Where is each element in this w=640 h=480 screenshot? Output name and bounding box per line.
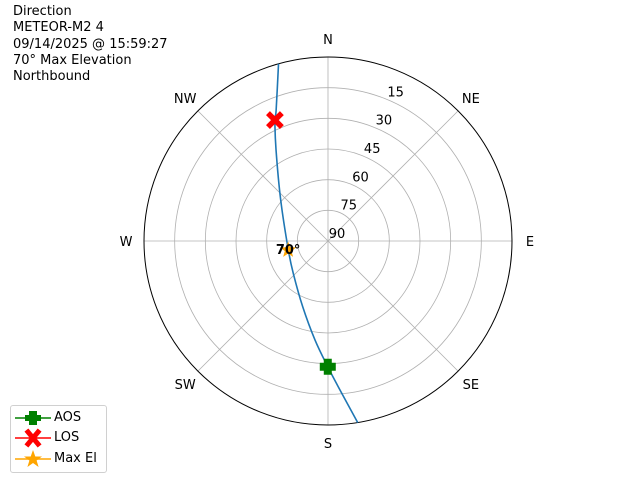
grid-spoke-se	[327, 240, 459, 372]
angular-tick-label: W	[120, 235, 133, 250]
radial-tick-label: 60	[352, 170, 369, 185]
legend-entry-max-el: Max El	[11, 449, 106, 469]
title-line-label: Direction	[13, 4, 72, 19]
los-legend-icon	[15, 428, 51, 448]
title-line-satellite: METEOR-M2 4	[13, 20, 104, 36]
chart-title: Direction METEOR-M2 4 09/14/2025 @ 15:59…	[13, 4, 168, 85]
angular-tick-label: SE	[463, 378, 479, 393]
radial-tick-label: 45	[364, 142, 381, 157]
angular-tick-label: E	[526, 235, 534, 250]
legend-label: LOS	[54, 430, 80, 445]
angular-tick-label: SW	[175, 378, 196, 393]
max-elevation-annotation: 70°	[276, 243, 301, 258]
max-elevation-marker	[280, 241, 297, 257]
legend: AOS LOS Max El	[10, 405, 107, 473]
radial-tick-label: 15	[387, 85, 404, 100]
title-line-max-elevation: 70° Max Elevation	[13, 52, 132, 68]
title-line-datetime: 09/14/2025 @ 15:59:27	[13, 36, 168, 52]
radial-tick-label: 75	[340, 199, 357, 214]
angular-tick-label: N	[323, 33, 333, 48]
legend-entry-los: LOS	[11, 428, 106, 448]
title-line-direction: Northbound	[13, 69, 91, 85]
angular-tick-label: NE	[462, 92, 480, 107]
aos-marker	[319, 358, 336, 375]
los-marker	[266, 111, 284, 129]
angular-tick-label: S	[324, 437, 332, 452]
polar-frame	[143, 56, 513, 426]
aos-legend-icon	[15, 411, 51, 425]
legend-entry-aos: AOS	[11, 408, 106, 428]
legend-label: Max El	[54, 451, 97, 466]
los-marker-stroke	[266, 111, 284, 129]
grid-spoke-sw	[197, 240, 329, 372]
radial-tick-label: 30	[376, 114, 393, 129]
angular-tick-label: NW	[174, 92, 197, 107]
radial-tick-label: 90	[329, 227, 346, 242]
grid-spoke-nw	[197, 110, 329, 242]
star-legend-icon	[15, 450, 51, 467]
legend-label: AOS	[54, 410, 82, 425]
grid-spoke-ne	[327, 110, 459, 242]
